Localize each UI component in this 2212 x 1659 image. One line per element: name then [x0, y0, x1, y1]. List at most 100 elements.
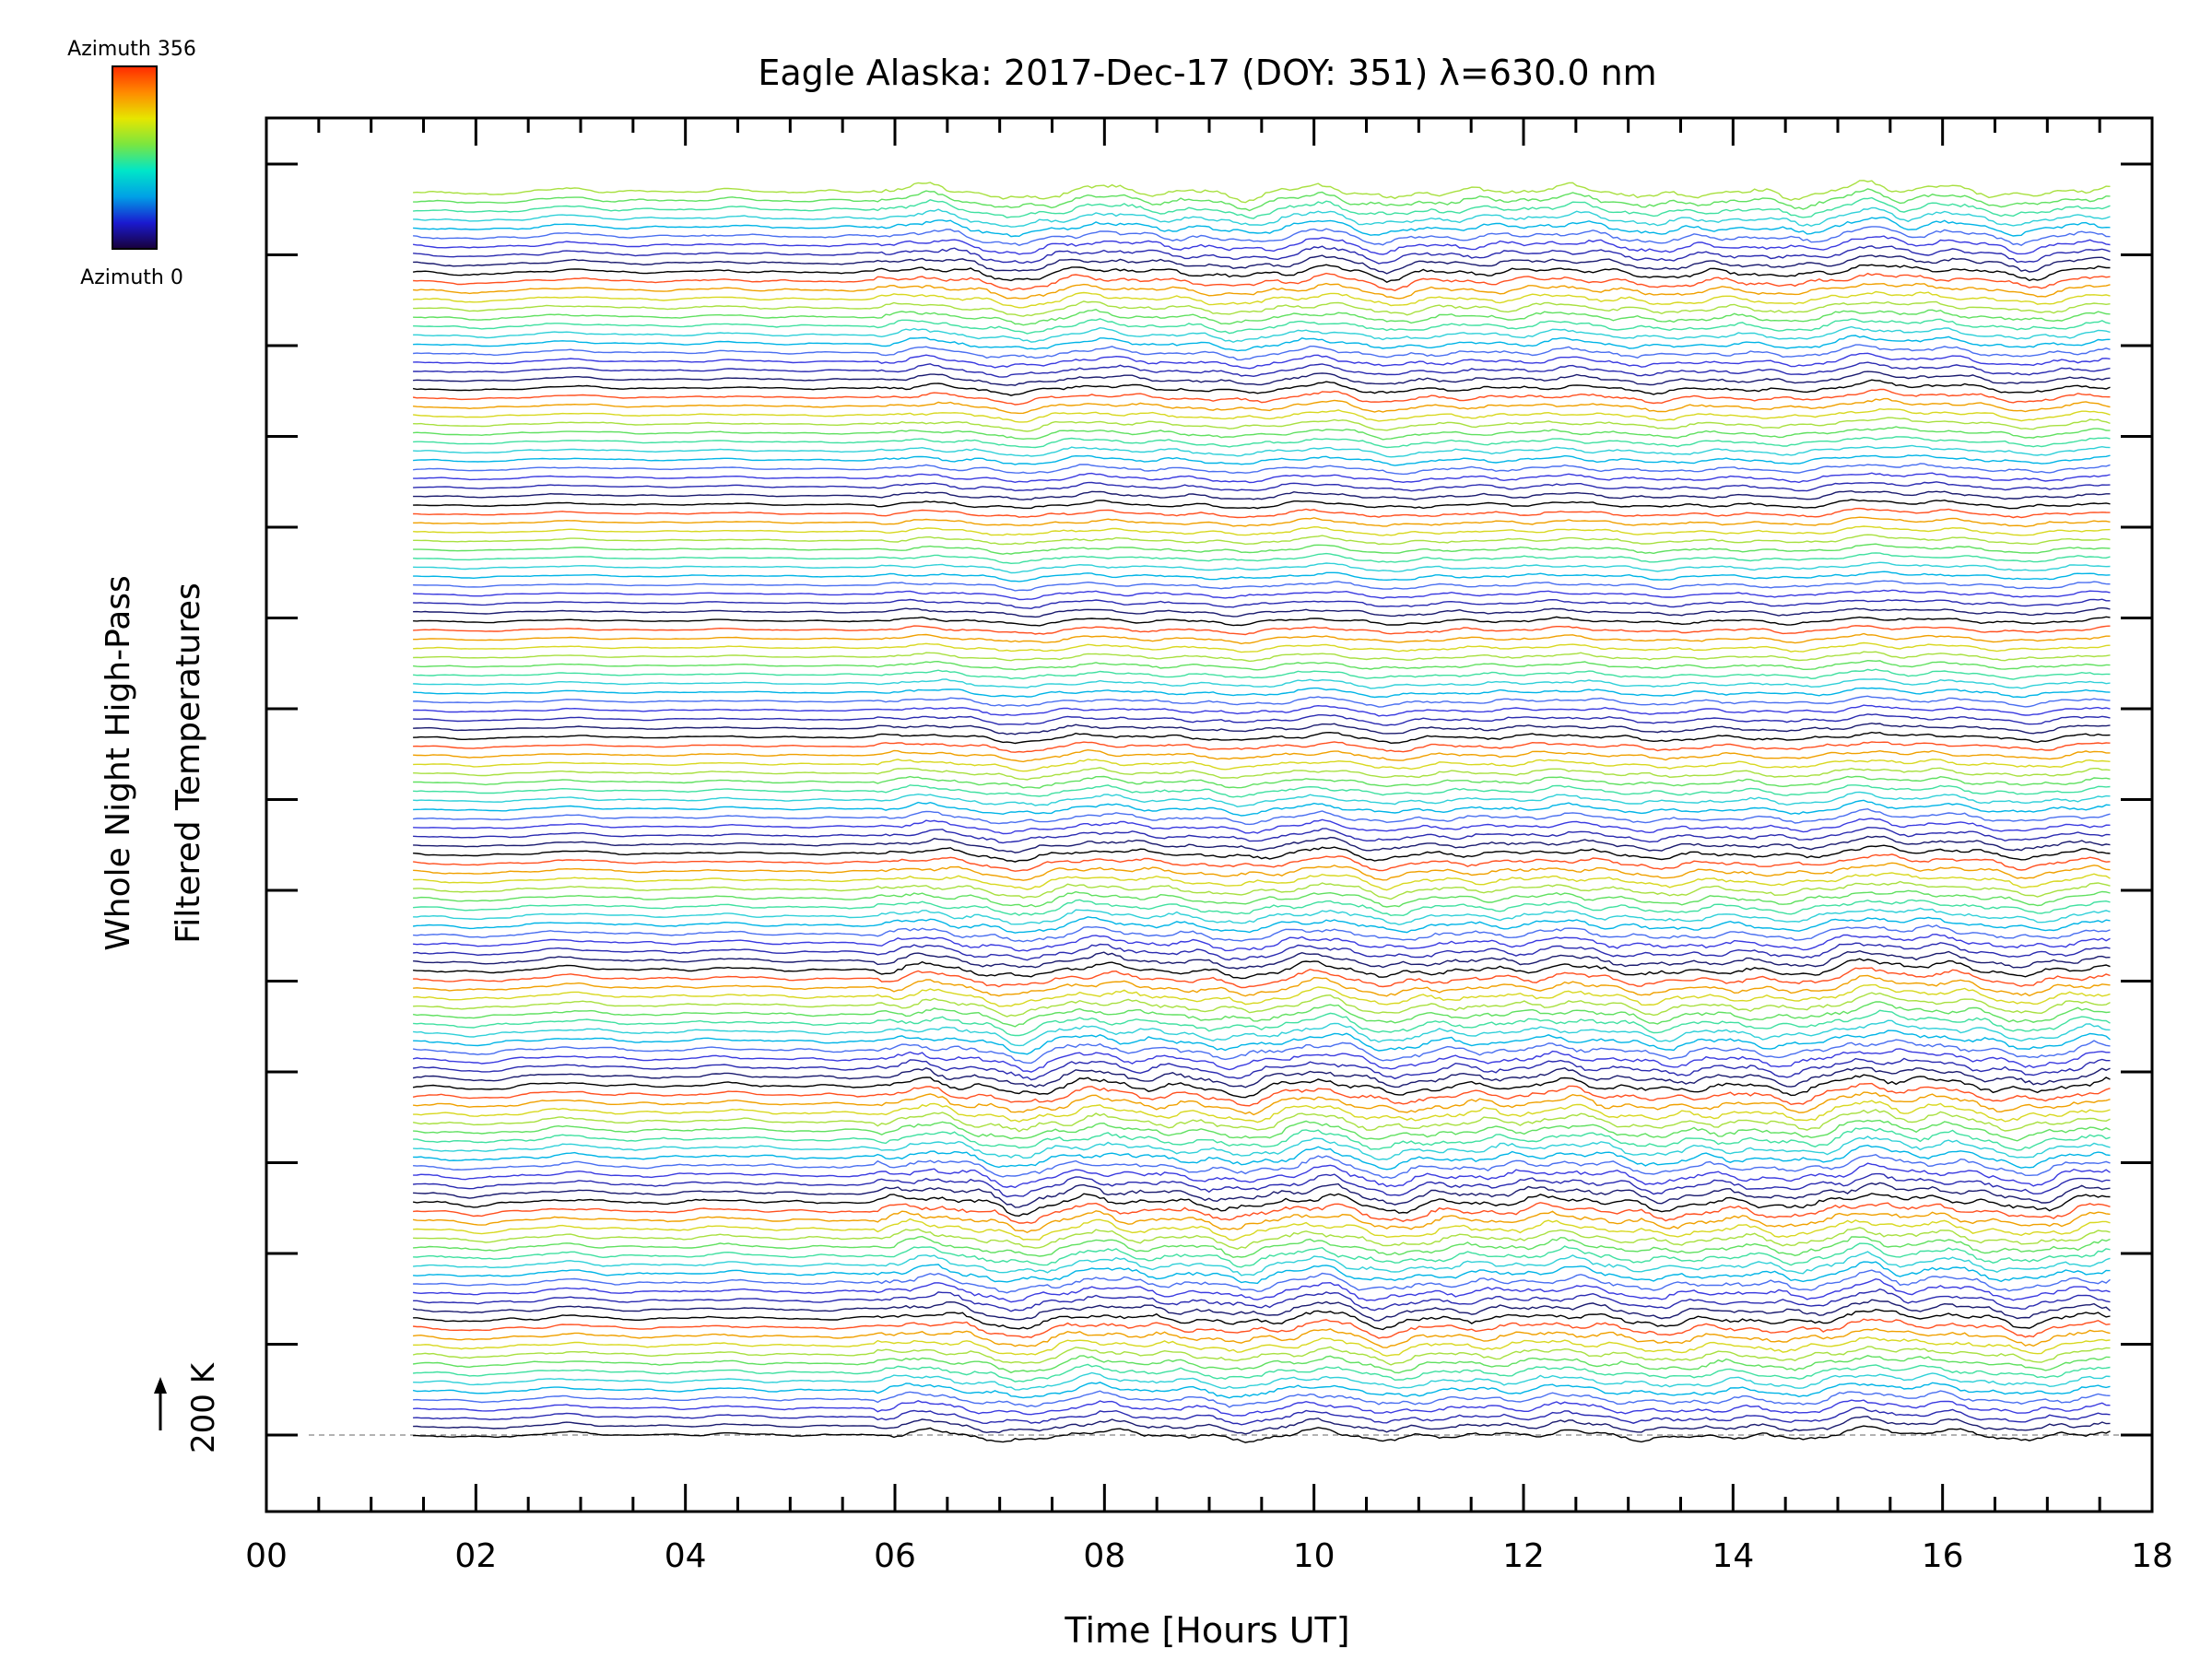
- series-line: [413, 552, 2111, 565]
- series-line: [413, 507, 2111, 519]
- series-traces: [412, 180, 2111, 1443]
- series-line: [413, 651, 2111, 663]
- series-line: [413, 1162, 2111, 1189]
- series-line: [413, 687, 2111, 699]
- axis-ticks: [265, 118, 2154, 1512]
- series-line: [413, 1406, 2111, 1426]
- series-line: [413, 1227, 2111, 1250]
- y-axis-label-line2: Filtered Temperatures: [170, 582, 207, 944]
- series-line: [413, 226, 2111, 246]
- series-line: [413, 282, 2111, 300]
- series-line: [413, 489, 2111, 500]
- series-line: [413, 1202, 2111, 1224]
- series-line: [412, 1346, 2111, 1366]
- chart-title: Eagle Alaska: 2017-Dec-17 (DOY: 351) λ=6…: [758, 53, 1656, 93]
- series-line: [413, 713, 2111, 726]
- series-line: [413, 180, 2111, 204]
- series-line: [412, 379, 2111, 396]
- series-line: [413, 290, 2111, 309]
- series-line: [413, 561, 2111, 574]
- series-line: [413, 1251, 2111, 1277]
- series-line: [413, 1100, 2111, 1124]
- series-line: [412, 1074, 2111, 1099]
- series-line: [413, 1288, 2111, 1312]
- series-line: [413, 272, 2111, 292]
- series-line: [413, 188, 2111, 212]
- colorbar-bottom-label: Azimuth 0: [80, 266, 183, 289]
- series-line: [413, 907, 2111, 926]
- series-line: [413, 300, 2111, 317]
- series-line: [413, 967, 2111, 989]
- series-line: [413, 668, 2111, 680]
- series-line: [413, 1057, 2111, 1081]
- series-line: [413, 1154, 2111, 1180]
- series-line: [413, 1335, 2111, 1357]
- series-line: [413, 598, 2111, 610]
- series-line: [413, 1308, 2111, 1331]
- series-line: [413, 318, 2111, 335]
- series-line: [413, 516, 2111, 528]
- series-line: [413, 1371, 2111, 1391]
- series-line: [413, 1390, 2111, 1408]
- series-line: [413, 309, 2111, 326]
- series-line: [413, 426, 2111, 441]
- series-line: [413, 1144, 2111, 1171]
- series-line: [412, 1193, 2111, 1218]
- series-line: [413, 924, 2111, 943]
- x-tick-label: 18: [2131, 1537, 2173, 1575]
- series-line: [413, 1030, 2111, 1055]
- series-line: [413, 361, 2111, 378]
- series-line: [413, 1277, 2111, 1303]
- series-line: [413, 1091, 2111, 1116]
- series-line: [413, 748, 2111, 763]
- series-line: [413, 344, 2111, 361]
- series-line: [413, 1269, 2111, 1294]
- series-line: [413, 1425, 2111, 1443]
- series-line: [413, 1235, 2111, 1259]
- series-line: [413, 1261, 2111, 1285]
- series-line: [413, 641, 2111, 653]
- scale-indicator: 200 K: [154, 1361, 222, 1453]
- x-tick-label: 00: [245, 1537, 288, 1575]
- series-line: [413, 1363, 2111, 1382]
- series-line: [413, 1127, 2111, 1151]
- series-line: [413, 1172, 2111, 1198]
- x-tick-label: 12: [1502, 1537, 1545, 1575]
- x-tick-labels: 00 02 04 06 08 10 12 14 16 18: [245, 1537, 2173, 1575]
- series-line: [413, 1019, 2111, 1047]
- scale-arrow-head: [154, 1377, 167, 1394]
- series-line: [413, 534, 2111, 546]
- series-line: [413, 1242, 2111, 1268]
- series-line: [413, 974, 2111, 997]
- colorbar-gradient: [112, 65, 158, 250]
- series-line: [413, 835, 2111, 853]
- series-line: [413, 1327, 2111, 1348]
- x-tick-label: 02: [454, 1537, 497, 1575]
- series-line: [413, 818, 2111, 835]
- series-line: [412, 1066, 2111, 1088]
- x-tick-label: 10: [1293, 1537, 1335, 1575]
- series-line: [413, 933, 2111, 952]
- series-line: [413, 625, 2111, 636]
- series-line: [412, 1048, 2111, 1073]
- series-line: [413, 1135, 2111, 1161]
- series-line: [413, 1009, 2111, 1037]
- series-line: [413, 791, 2111, 808]
- series-line: [412, 916, 2111, 934]
- series-line: [412, 1082, 2111, 1107]
- series-line: [413, 1399, 2111, 1417]
- series-line: [412, 1001, 2111, 1028]
- series-line: [413, 397, 2111, 415]
- series-line: [413, 606, 2111, 618]
- series-line: [412, 235, 2111, 255]
- series-line: [413, 543, 2111, 555]
- series-line: [413, 722, 2111, 735]
- series-line: [413, 799, 2111, 817]
- series-line: [412, 1210, 2111, 1233]
- series-line: [413, 844, 2111, 863]
- series-line: [413, 949, 2111, 970]
- series-line: [413, 775, 2111, 789]
- series-line: [413, 659, 2111, 671]
- x-axis-label: Time [Hours UT]: [1064, 1610, 1349, 1651]
- series-line: [413, 767, 2111, 781]
